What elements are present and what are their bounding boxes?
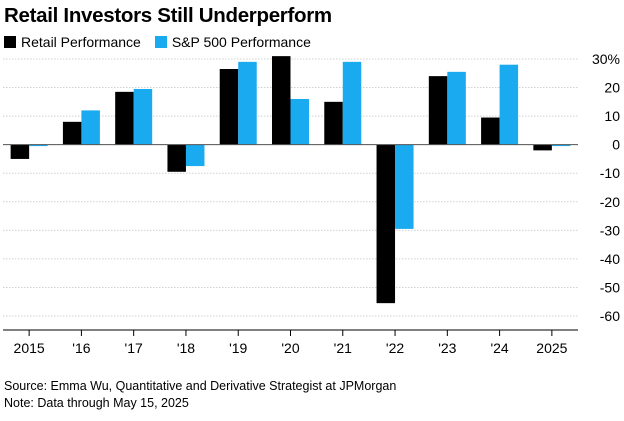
x-tick-label: '16 (72, 340, 90, 356)
x-tick-label: '24 (490, 340, 508, 356)
bar-retail (62, 121, 82, 145)
bar-sp500 (551, 144, 571, 147)
legend-item-sp500: S&P 500 Performance (154, 34, 311, 50)
x-tick-label: '21 (334, 340, 352, 356)
x-tick-label: '23 (438, 340, 456, 356)
y-tick-label: 30% (592, 51, 620, 67)
legend-swatch-retail (4, 36, 16, 48)
x-tick-label: '20 (281, 340, 299, 356)
y-tick-label: -60 (600, 308, 620, 324)
bar-retail (428, 76, 448, 145)
source-note: Source: Emma Wu, Quantitative and Deriva… (4, 379, 397, 393)
bar-sp500 (238, 61, 257, 145)
bar-retail (481, 117, 500, 145)
x-tick-label: '22 (386, 340, 404, 356)
bar-retail (376, 144, 396, 304)
legend-item-retail: Retail Performance (4, 34, 141, 50)
bar-retail (115, 91, 134, 145)
bar-retail (10, 144, 30, 159)
legend-swatch-sp500 (154, 36, 167, 48)
bar-sp500 (185, 144, 205, 167)
bar-sp500 (29, 144, 48, 147)
bar-sp500 (133, 88, 153, 145)
legend: Retail Performance S&P 500 Performance (4, 34, 325, 50)
bar-retail (272, 56, 291, 145)
bar-retail (324, 101, 343, 145)
x-tick-label: '19 (229, 340, 247, 356)
bar-sp500 (81, 110, 100, 145)
bar-sp500 (290, 98, 309, 145)
x-tick-label: '17 (125, 340, 143, 356)
bar-retail (533, 144, 552, 151)
bar-retail (167, 144, 186, 172)
bar-sp500 (447, 71, 466, 145)
x-tick-label: '18 (177, 340, 195, 356)
bar-sp500 (342, 61, 362, 145)
y-tick-label: 0 (612, 137, 620, 153)
y-tick-label: -50 (600, 279, 620, 295)
y-tick-label: 10 (604, 108, 620, 124)
y-tick-label: -30 (600, 222, 620, 238)
y-tick-label: -40 (600, 251, 620, 267)
bar-retail (219, 68, 239, 145)
data-note: Note: Data through May 15, 2025 (4, 396, 189, 410)
x-tick-label: 2025 (536, 340, 567, 356)
x-tick-label: 2015 (14, 340, 45, 356)
y-tick-label: -20 (600, 194, 620, 210)
legend-label-retail: Retail Performance (21, 34, 141, 50)
chart-title: Retail Investors Still Underperform (4, 4, 332, 27)
legend-label-sp500: S&P 500 Performance (171, 34, 311, 50)
y-tick-label: 20 (604, 80, 620, 96)
y-tick-label: -10 (600, 165, 620, 181)
bar-sp500 (499, 64, 519, 145)
bar-sp500 (395, 144, 414, 229)
